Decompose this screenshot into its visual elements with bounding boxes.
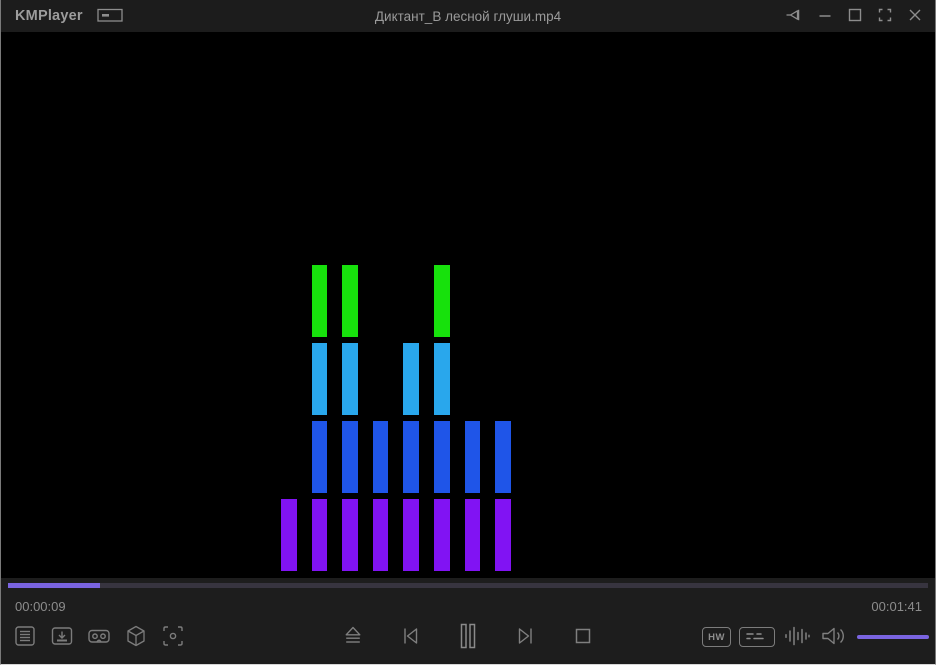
volume-slider[interactable] [857,635,929,639]
equalizer-icon [783,624,811,651]
pause-icon [455,621,481,654]
volume-level [857,635,929,639]
compact-mode-button[interactable] [97,7,123,26]
volume-icon [819,624,849,651]
app-logo: KMPlayer [15,8,83,24]
equalizer-bar-purple-col6 [434,499,450,571]
equalizer-bar-cyan-col5 [403,343,419,415]
time-display: 00:00:09 00:01:41 [15,599,922,614]
equalizer-bar-purple-col3 [342,499,358,571]
playlist-icon [13,624,37,651]
compact-mode-icon [97,7,123,26]
equalizer-bar-green-col2 [311,265,328,337]
previous-icon [397,624,423,651]
previous-button[interactable] [397,624,423,651]
download-button[interactable] [50,624,74,651]
snapshot-button[interactable] [161,624,185,651]
equalizer-bar-purple-col7 [464,499,481,571]
equalizer-bar-blue-col8 [495,421,511,493]
equalizer-bar-blue-col7 [464,421,481,493]
close-icon [907,7,923,26]
equalizer-bar-purple-col1 [281,499,297,571]
window-controls [785,7,935,26]
equalizer-bar-green-col3 [342,265,358,337]
eject-icon [341,624,365,651]
equalizer-bar-blue-col2 [311,421,328,493]
eject-button[interactable] [341,624,365,651]
subtitles-icon [742,628,772,647]
controls-row: HW [1,618,935,656]
equalizer-bar-purple-col4 [372,499,389,571]
equalizer-bar-blue-col6 [434,421,450,493]
hw-decoder-button[interactable]: HW [702,627,731,647]
equalizer-bar-blue-col5 [403,421,419,493]
maximize-button[interactable] [847,7,863,26]
seekbar[interactable] [8,583,928,588]
equalizer-bar-cyan-col3 [342,343,358,415]
titlebar[interactable]: KMPlayer Диктант_В лесной глуши.mp4 [1,0,935,32]
next-button[interactable] [513,624,539,651]
volume-mute-button[interactable] [819,624,849,651]
snapshot-icon [161,624,185,651]
transport-controls [341,618,595,656]
subtitles-button[interactable] [739,627,775,647]
download-icon [50,624,74,651]
fullscreen-icon [877,7,893,26]
right-toolbar: HW [702,618,929,656]
left-toolbar [13,618,185,656]
stop-button[interactable] [571,624,595,651]
seekbar-progress [8,583,100,588]
equalizer-bar-purple-col5 [403,499,419,571]
cube-3d-icon [124,624,148,651]
equalizer-bar-purple-col2 [311,499,328,571]
equalizer-bar-cyan-col6 [434,343,450,415]
3d-mode-button[interactable] [124,624,148,651]
minimize-icon [817,7,833,26]
video-area[interactable] [1,32,935,578]
vr-mode-button[interactable] [87,624,111,651]
close-button[interactable] [907,7,923,26]
maximize-icon [847,7,863,26]
elapsed-time: 00:00:09 [15,599,66,614]
minimize-button[interactable] [817,7,833,26]
pin-icon [785,7,803,26]
pin-button[interactable] [785,7,803,26]
vr-goggles-icon [87,624,111,651]
equalizer-bar-green-col6 [434,265,450,337]
equalizer-bar-purple-col8 [495,499,511,571]
equalizer-bar-blue-col4 [372,421,389,493]
playlist-button[interactable] [13,624,37,651]
fullscreen-button[interactable] [877,7,893,26]
pause-button[interactable] [455,621,481,654]
total-time: 00:01:41 [871,599,922,614]
next-icon [513,624,539,651]
stop-icon [571,624,595,651]
equalizer-bar-cyan-col2 [311,343,328,415]
hw-decoder-label: HW [708,631,725,643]
seekbar-track[interactable] [8,583,928,588]
equalizer-bar-blue-col3 [342,421,358,493]
equalizer-button[interactable] [783,624,811,651]
control-bar: 00:00:09 00:01:41 [1,578,935,664]
window-title: Диктант_В лесной глуши.mp4 [374,8,562,24]
